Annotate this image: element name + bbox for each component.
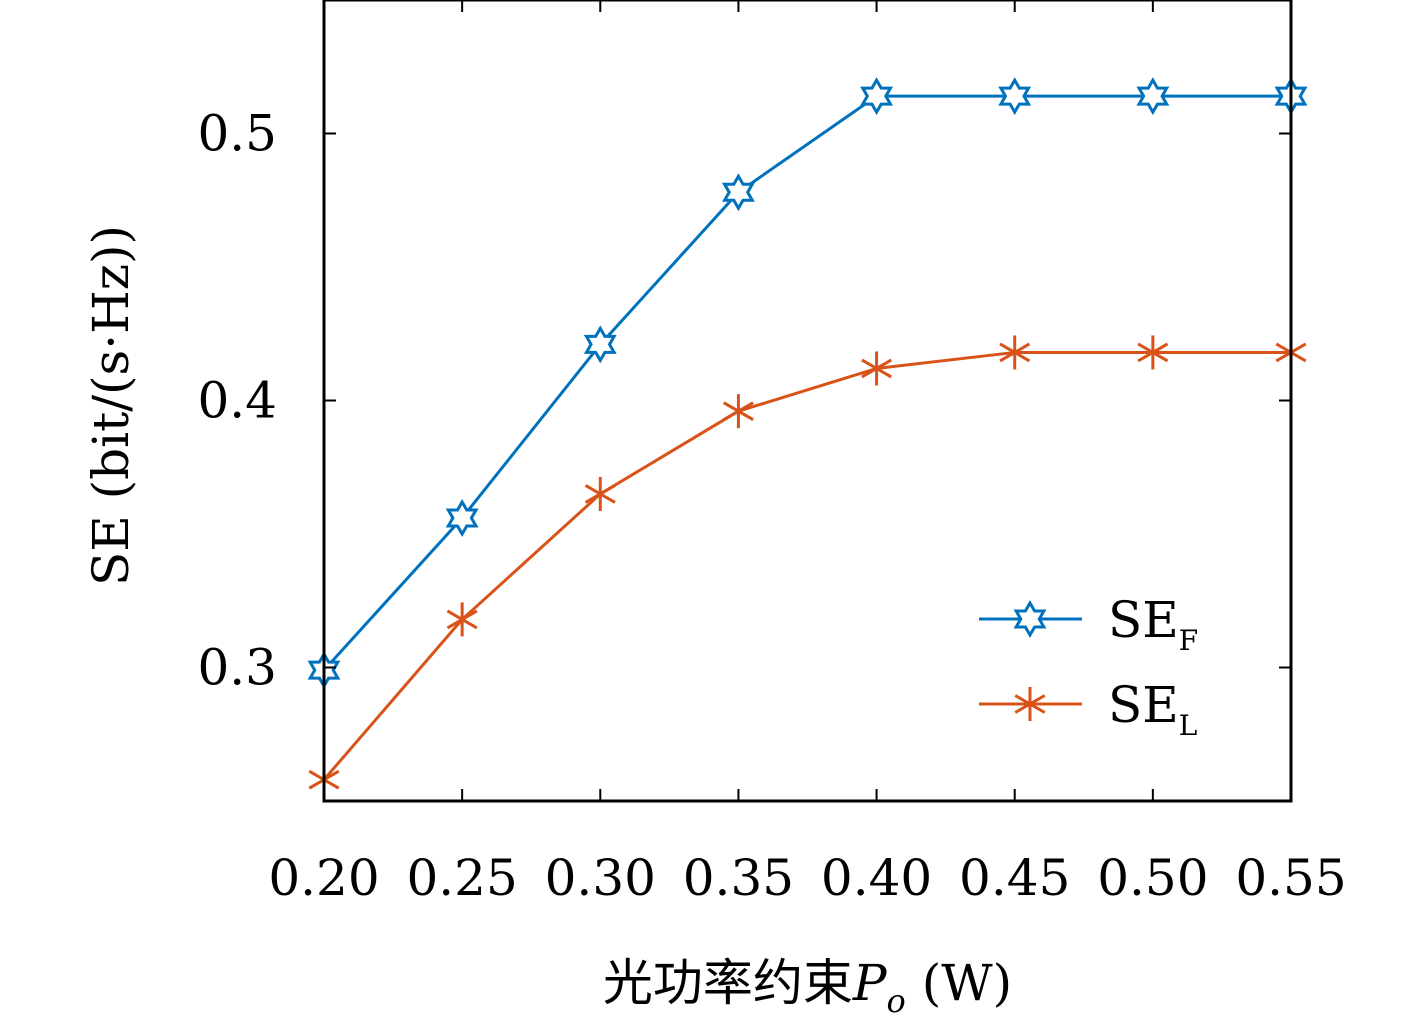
legend-label-main: SE	[1108, 676, 1179, 734]
x-tick-label: 0.45	[959, 849, 1070, 907]
series-line	[322, 94, 1291, 672]
asterisk-marker	[861, 351, 893, 386]
y-axis-title: SE (bit/(s·Hz))	[82, 225, 140, 586]
x-tick-label: 0.35	[683, 849, 794, 907]
asterisk-marker	[722, 394, 754, 429]
hexagram-marker	[445, 498, 479, 537]
asterisk-marker	[446, 602, 478, 637]
x-tick-label: 0.50	[1097, 849, 1208, 907]
hexagram-marker	[998, 77, 1032, 116]
x-tick-label: 0.30	[545, 849, 656, 907]
asterisk-marker	[584, 476, 616, 511]
asterisk-marker	[999, 335, 1031, 370]
y-tick-label: 0.4	[197, 372, 277, 430]
hexagram-marker	[860, 77, 894, 116]
asterisk-marker	[1014, 687, 1046, 721]
plot-area	[307, 77, 1308, 797]
asterisk-stroke	[1137, 342, 1169, 363]
legend-label-subscript: F	[1179, 624, 1198, 657]
y-tick-label: 0.5	[197, 105, 277, 163]
hexagram-marker	[583, 325, 617, 364]
asterisk-stroke	[584, 484, 616, 504]
legend-item: SEL	[979, 676, 1197, 742]
legend-item: SEF	[979, 591, 1198, 657]
hexagram-marker	[721, 173, 755, 212]
x-axis-title-text: 光功率约束	[603, 954, 853, 1012]
asterisk-stroke	[1014, 694, 1046, 714]
axis-ticks: 0.20 0.25 0.30 0.35 0.40 0.45 0.50 0.55 0.3 0.4 0.…	[197, 0, 1347, 907]
hexagram-marker	[1136, 77, 1170, 116]
asterisk-stroke	[722, 401, 754, 421]
x-tick-label: 0.55	[1235, 849, 1346, 907]
asterisk-stroke	[446, 609, 478, 630]
legend-label: SEF	[1108, 591, 1198, 657]
legend-label-main: SE	[1108, 591, 1179, 649]
series-se-f	[307, 77, 1308, 690]
x-tick-label: 0.25	[406, 849, 517, 907]
legend-label-subscript: L	[1179, 709, 1198, 742]
x-axis-title-symbol: P	[852, 954, 888, 1012]
asterisk-stroke	[999, 342, 1031, 363]
asterisk-marker	[1137, 335, 1169, 370]
x-tick-label: 0.40	[821, 849, 932, 907]
series-line	[322, 350, 1291, 781]
x-axis-title-subscript: o	[887, 982, 906, 1020]
x-tick-label: 0.20	[268, 849, 379, 907]
legend-label: SEL	[1108, 676, 1197, 742]
y-tick-label: 0.3	[197, 639, 277, 697]
x-axis-title-unit: (W)	[906, 954, 1012, 1012]
hexagram-marker	[1013, 600, 1047, 638]
asterisk-stroke	[861, 358, 893, 379]
x-axis-title: 光功率约束Po (W)	[603, 954, 1012, 1020]
